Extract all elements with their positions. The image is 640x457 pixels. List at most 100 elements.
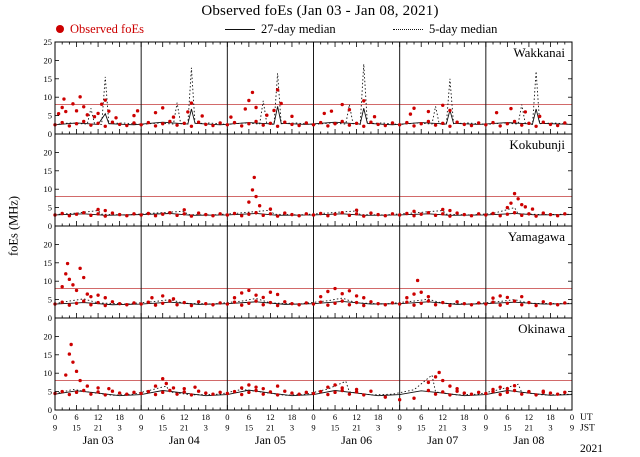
observed-dot xyxy=(491,120,495,125)
ut-tick-label: 6 xyxy=(505,412,509,422)
observed-dot xyxy=(110,211,115,215)
observed-dot xyxy=(419,290,423,294)
observed-dot xyxy=(82,119,86,124)
observed-dot xyxy=(175,213,179,218)
observed-dot xyxy=(397,302,402,306)
observed-dot xyxy=(89,294,93,299)
observed-dot xyxy=(333,212,337,216)
observed-dot xyxy=(297,303,301,307)
y-tick-label: 5 xyxy=(48,387,52,397)
observed-dot xyxy=(96,386,100,390)
observed-dot xyxy=(117,301,122,306)
observed-dot xyxy=(433,123,438,127)
observed-dot xyxy=(275,303,280,308)
observed-dot xyxy=(254,299,258,303)
observed-dot xyxy=(448,208,452,213)
observed-dot xyxy=(153,392,158,397)
observed-dot xyxy=(82,275,86,280)
observed-dot xyxy=(103,296,107,300)
year-label: 2021 xyxy=(580,443,603,455)
observed-dot xyxy=(229,115,233,119)
observed-dot xyxy=(555,392,560,396)
observed-dot xyxy=(69,342,73,347)
observed-dot xyxy=(283,389,287,393)
observed-dot xyxy=(530,207,535,211)
observed-dot xyxy=(541,300,545,304)
observed-dot xyxy=(448,214,452,218)
jst-tick-label: 21 xyxy=(352,423,361,433)
observed-dot xyxy=(426,119,431,124)
observed-dot xyxy=(114,116,118,120)
observed-dot xyxy=(211,303,215,307)
observed-dot xyxy=(182,121,186,126)
observed-dot xyxy=(476,301,481,305)
observed-dot xyxy=(520,294,524,299)
jst-tick-label: 3 xyxy=(204,423,208,433)
x-axis-labels: 0 6 12 18 0 6 12 18 0 6 12 18 0 6 12 18 0 6 12 18 0 6 12 18 09 15… xyxy=(53,412,603,455)
observed-dot xyxy=(218,390,222,395)
observed-dot xyxy=(60,120,64,125)
y-tick-label: 25 xyxy=(44,37,53,47)
observed-dot xyxy=(204,391,208,395)
observed-dot xyxy=(516,197,520,201)
observed-dot xyxy=(322,111,326,116)
observed-dot xyxy=(103,214,107,218)
observed-dot xyxy=(412,213,416,218)
observed-dot xyxy=(96,390,100,394)
observed-dot xyxy=(455,211,459,215)
observed-dot xyxy=(527,300,531,305)
observed-dot xyxy=(419,301,423,305)
observed-dot xyxy=(383,303,388,307)
y-tick-label: 0 xyxy=(48,129,52,139)
ut-tick-label: 0 xyxy=(53,412,57,422)
observed-dot xyxy=(257,204,262,208)
observed-dot xyxy=(433,375,438,379)
observed-dot xyxy=(82,299,86,303)
observed-dot xyxy=(164,381,168,386)
observed-dot xyxy=(412,396,416,400)
observed-dot xyxy=(541,211,545,215)
observed-dot xyxy=(433,392,438,396)
ut-tick-label: 18 xyxy=(115,412,124,422)
observed-dot xyxy=(139,123,143,127)
observed-dot xyxy=(534,393,538,397)
observed-dot xyxy=(441,212,445,216)
observed-dot xyxy=(376,212,380,217)
y-tick-label: 5 xyxy=(48,111,52,121)
observed-dot xyxy=(125,123,129,128)
y-tick-label: 20 xyxy=(44,147,53,157)
observed-dot xyxy=(60,105,64,110)
observed-dot xyxy=(189,393,194,397)
observed-dot xyxy=(261,295,265,300)
observed-dot xyxy=(67,303,72,307)
observed-dot xyxy=(161,121,165,126)
observed-dot xyxy=(347,392,352,396)
observed-dot xyxy=(290,212,294,217)
ut-tick-label: 6 xyxy=(247,412,251,422)
day-label: Jan 03 xyxy=(83,433,114,447)
observed-dot xyxy=(135,109,140,113)
observed-dot xyxy=(74,390,79,395)
observed-dot xyxy=(74,301,79,305)
legend-observed-label: Observed foEs xyxy=(70,22,144,36)
observed-dot xyxy=(520,202,524,207)
station-label: Kokubunji xyxy=(509,137,565,152)
ut-tick-label: 6 xyxy=(419,412,423,422)
observed-dot xyxy=(304,121,309,125)
observed-dot xyxy=(505,386,510,391)
observed-dot xyxy=(279,101,283,106)
observed-dot xyxy=(239,124,244,128)
observed-dot xyxy=(171,115,176,119)
observed-dot xyxy=(125,303,129,307)
y-tick-label: 15 xyxy=(44,74,53,84)
observed-dot xyxy=(318,211,323,216)
observed-dot xyxy=(261,123,265,127)
y-tick-label: 0 xyxy=(48,313,52,323)
observed-dot xyxy=(211,123,215,128)
observed-dot xyxy=(171,297,176,301)
observed-dot xyxy=(326,213,330,218)
observed-dot xyxy=(347,108,352,112)
observed-dot xyxy=(462,212,466,217)
observed-dot xyxy=(415,278,420,283)
observed-dot xyxy=(563,212,567,216)
